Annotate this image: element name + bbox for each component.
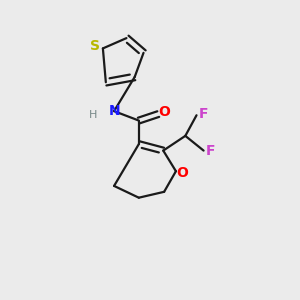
Text: H: H — [89, 110, 98, 120]
Text: F: F — [205, 144, 215, 158]
Text: O: O — [176, 166, 188, 180]
Text: S: S — [90, 39, 100, 53]
Text: N: N — [109, 104, 121, 118]
Text: F: F — [198, 107, 208, 121]
Text: O: O — [158, 105, 170, 119]
